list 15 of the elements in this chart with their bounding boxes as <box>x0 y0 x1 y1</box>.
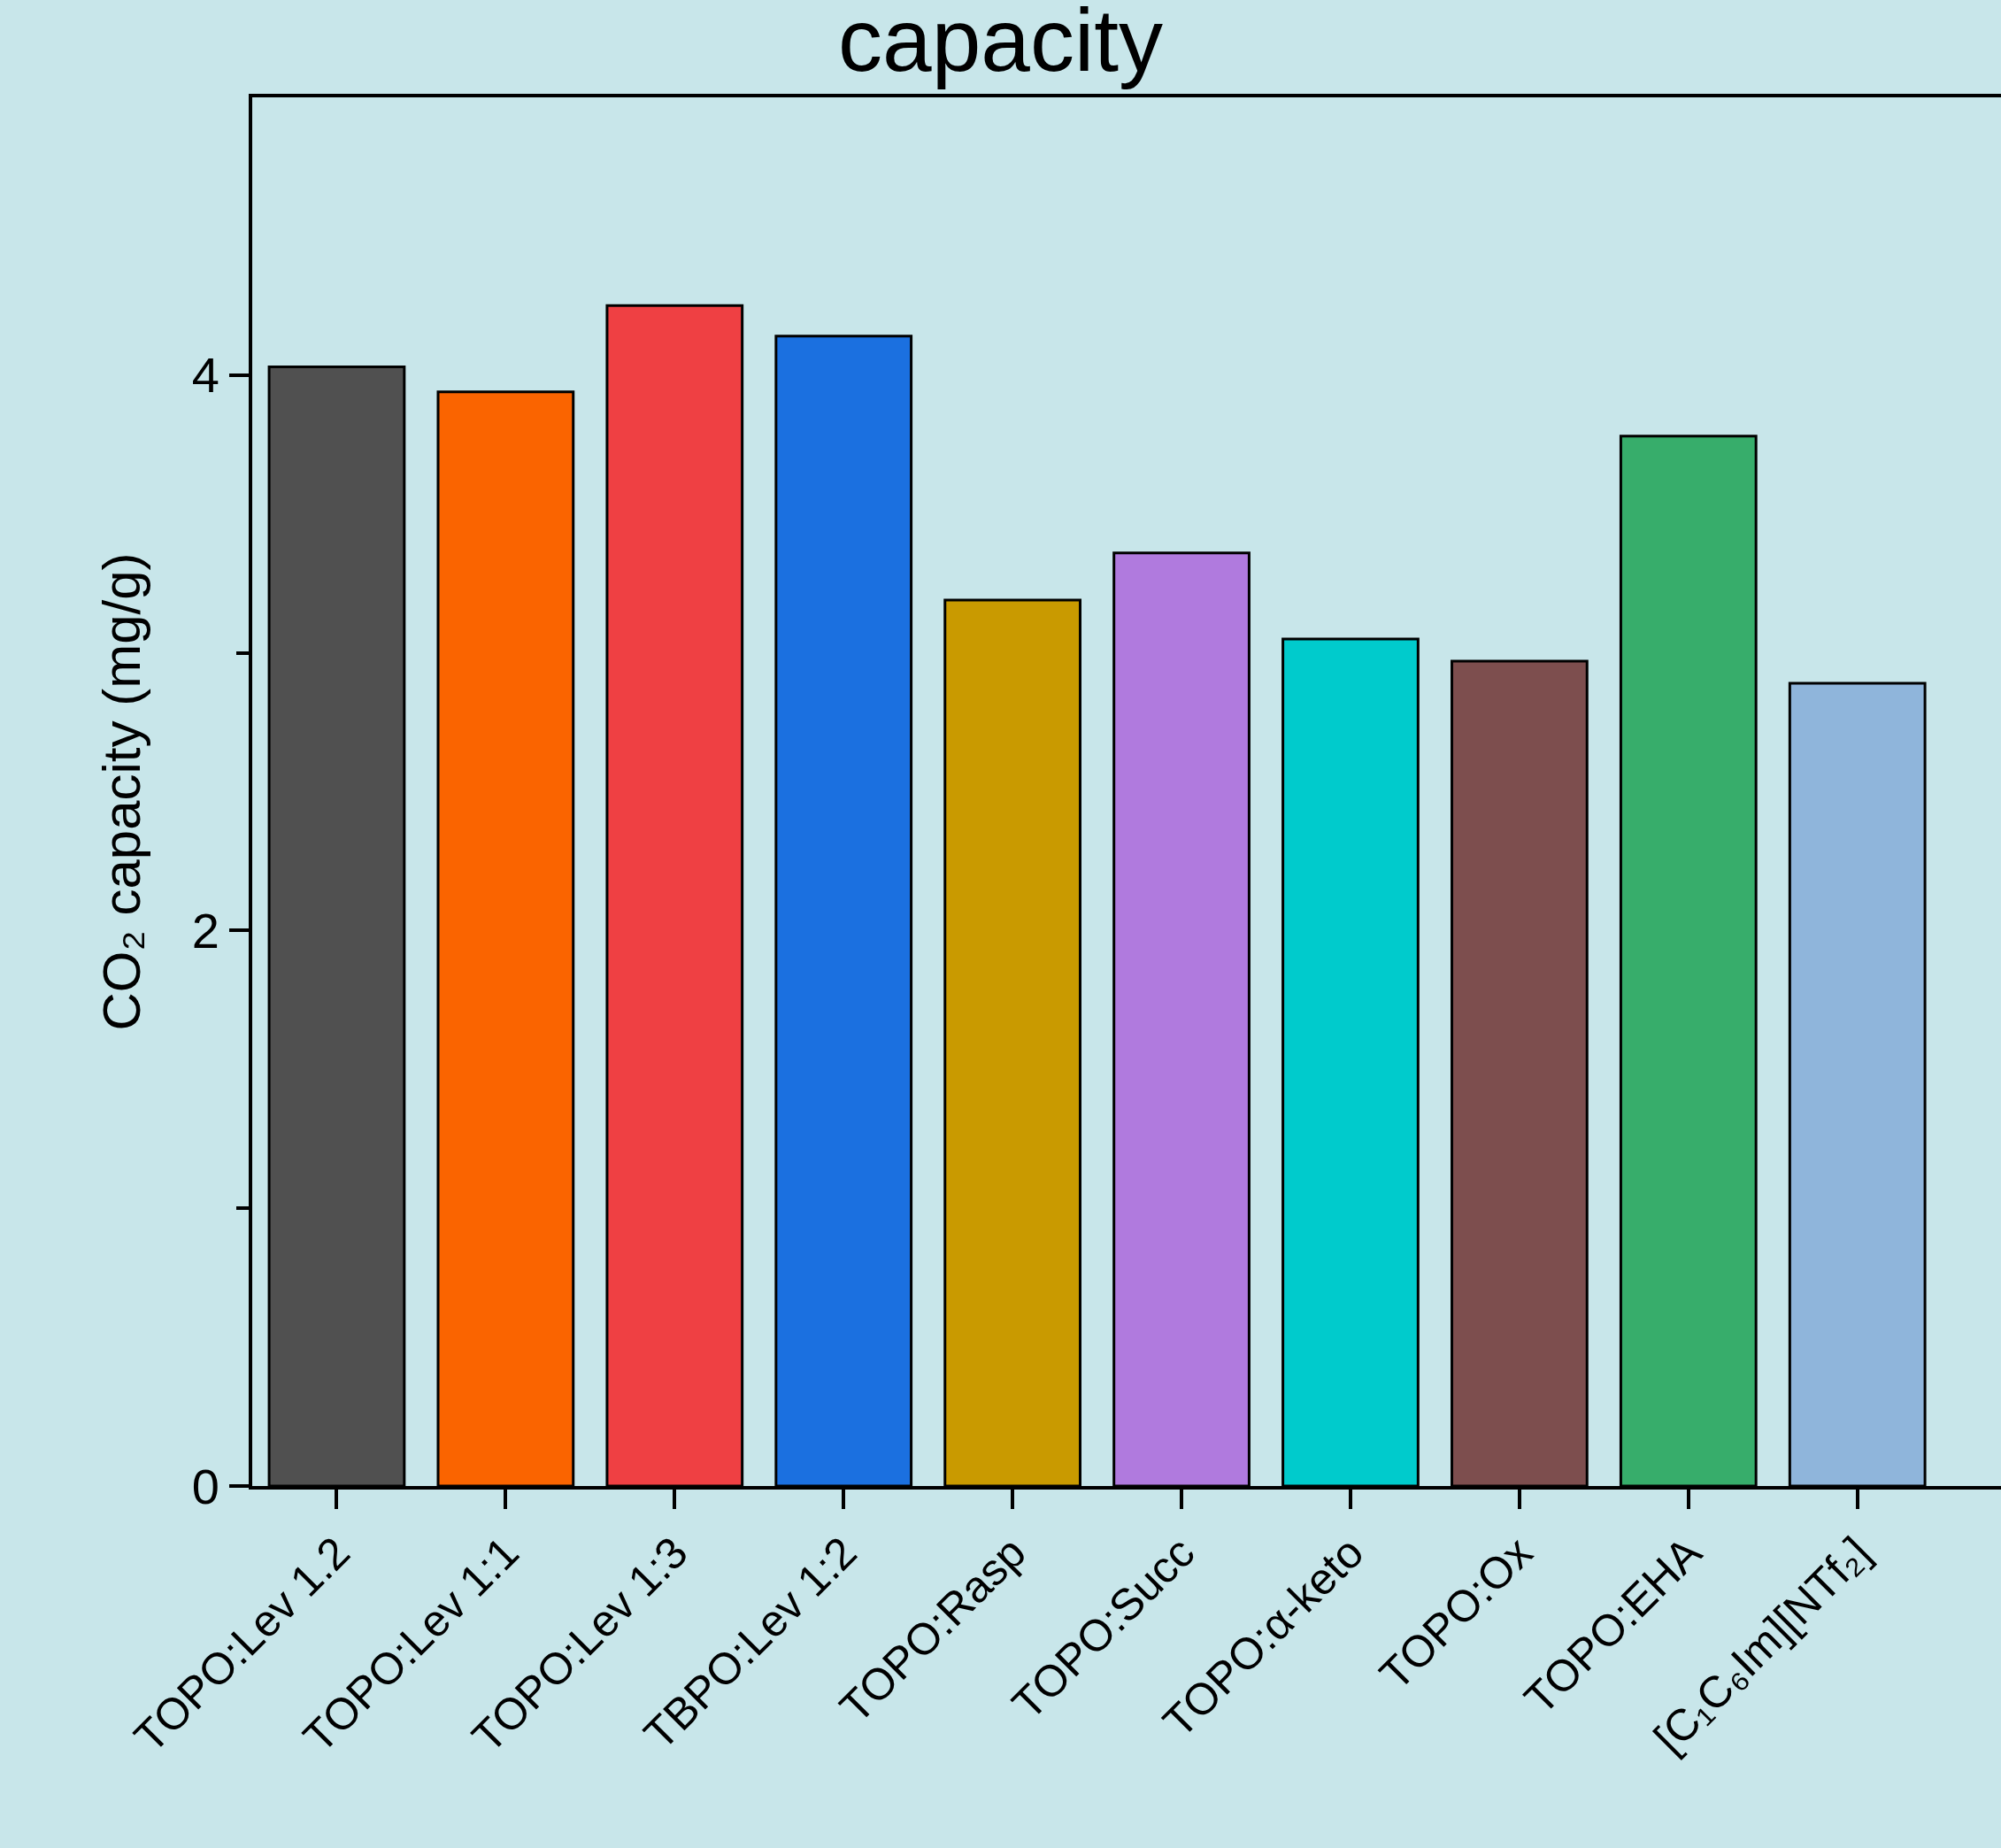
bar <box>1451 659 1589 1486</box>
bar <box>774 335 913 1486</box>
bar <box>1112 551 1251 1486</box>
y-tick-label: 2 <box>191 903 219 959</box>
bar <box>267 365 406 1486</box>
bar <box>436 390 575 1486</box>
y-tick-label: 0 <box>191 1458 219 1514</box>
bar <box>943 598 1081 1486</box>
bar <box>1788 681 1927 1486</box>
bar <box>1619 435 1758 1486</box>
y-tick-label: 4 <box>191 347 219 404</box>
y-axis-title: CO₂ capacity (mg/g) <box>91 552 151 1031</box>
chart-title: capacity <box>838 0 1163 90</box>
bar <box>1281 637 1420 1486</box>
bar <box>605 304 744 1486</box>
